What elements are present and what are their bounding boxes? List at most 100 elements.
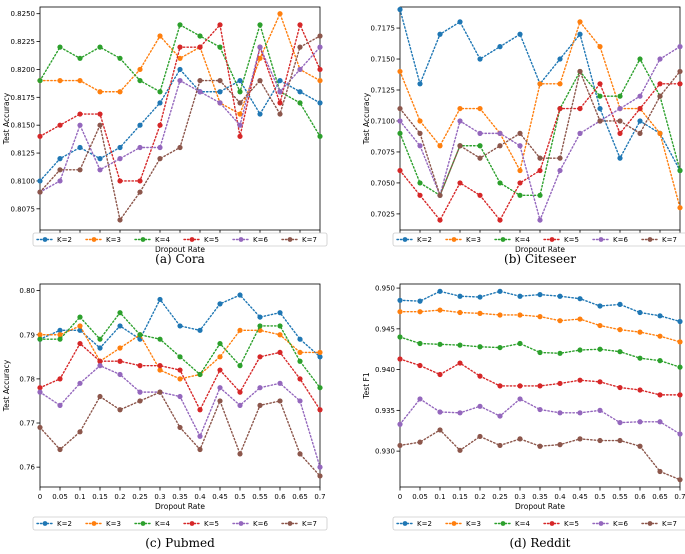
data-point-k5 xyxy=(437,217,443,223)
data-point-k4 xyxy=(597,346,603,352)
data-point-k2 xyxy=(117,144,123,151)
data-point-k6 xyxy=(677,44,683,50)
legend-label-k2: K=2 xyxy=(417,236,432,244)
data-point-k5 xyxy=(257,354,263,360)
x-tick-label: 0.65 xyxy=(292,493,308,501)
legend-marker-k2 xyxy=(402,521,408,526)
legend-marker-k3 xyxy=(91,237,97,242)
legend-marker-k4 xyxy=(140,237,146,242)
data-point-k5 xyxy=(597,379,603,385)
data-point-k4 xyxy=(617,93,623,99)
data-point-k2 xyxy=(117,323,123,329)
data-point-k4 xyxy=(177,354,183,360)
data-point-k2 xyxy=(457,293,463,299)
data-point-k5 xyxy=(197,407,203,413)
data-point-k5 xyxy=(217,367,223,373)
y-tick-label: 0.935 xyxy=(375,407,395,415)
data-point-k5 xyxy=(597,81,603,87)
data-point-k6 xyxy=(297,398,303,404)
legend-marker-k7 xyxy=(647,237,653,242)
x-tick-label: 0.4 xyxy=(194,493,206,501)
data-point-k3 xyxy=(477,105,483,112)
data-point-k6 xyxy=(157,144,163,151)
y-tick-label: 0.7075 xyxy=(371,148,396,156)
data-point-k5 xyxy=(517,383,523,389)
data-point-k2 xyxy=(177,323,183,329)
data-point-k2 xyxy=(557,56,563,62)
data-point-k4 xyxy=(197,371,203,378)
legend-label-k3: K=3 xyxy=(106,520,121,528)
data-point-k5 xyxy=(537,167,543,174)
data-point-k5 xyxy=(417,192,423,198)
legend-label-k7: K=7 xyxy=(302,236,317,244)
data-point-k6 xyxy=(197,89,203,95)
legend-marker-k6 xyxy=(598,237,604,242)
data-point-k5 xyxy=(57,376,63,382)
data-point-k5 xyxy=(617,384,623,391)
data-point-k3 xyxy=(257,55,263,61)
data-point-k4 xyxy=(597,93,603,99)
y-axis-label: Test Accuracy xyxy=(2,359,11,412)
data-point-k5 xyxy=(397,356,403,362)
x-tick-label: 0.4 xyxy=(554,493,566,501)
data-point-k5 xyxy=(97,111,103,117)
data-point-k7 xyxy=(657,468,663,475)
data-point-k4 xyxy=(117,55,123,61)
y-tick-label: 0.80 xyxy=(19,287,35,295)
data-point-k6 xyxy=(77,380,83,386)
x-tick-label: 0.35 xyxy=(532,493,548,501)
data-point-k7 xyxy=(237,451,243,457)
data-point-k3 xyxy=(617,327,623,333)
x-tick-label: 0.05 xyxy=(52,493,68,501)
data-point-k6 xyxy=(557,167,563,174)
data-point-k3 xyxy=(117,89,123,95)
data-point-k3 xyxy=(517,167,523,174)
data-point-k5 xyxy=(117,358,123,364)
legend-marker-k6 xyxy=(598,521,604,526)
legend-label-k6: K=6 xyxy=(613,520,628,528)
data-point-k4 xyxy=(137,332,143,338)
legend-label-k6: K=6 xyxy=(253,520,268,528)
data-point-k7 xyxy=(157,156,163,162)
data-point-k7 xyxy=(597,118,603,124)
data-point-k7 xyxy=(437,427,443,433)
data-point-k7 xyxy=(537,443,543,449)
legend-marker-k3 xyxy=(451,521,457,526)
data-point-k4 xyxy=(37,77,43,84)
data-point-k6 xyxy=(397,118,403,124)
data-point-k4 xyxy=(77,55,83,61)
x-tick-label: 0.45 xyxy=(572,493,588,501)
plot-frame xyxy=(39,6,321,231)
data-point-k4 xyxy=(577,347,583,353)
y-tick-label: 0.8100 xyxy=(11,177,36,185)
data-point-k6 xyxy=(557,410,563,416)
legend-box xyxy=(32,516,328,531)
data-point-k6 xyxy=(537,217,543,223)
data-point-k3 xyxy=(417,118,423,124)
data-point-k6 xyxy=(117,156,123,162)
data-point-k3 xyxy=(657,130,663,136)
data-point-k7 xyxy=(677,477,683,483)
data-point-k3 xyxy=(597,44,603,50)
data-point-k2 xyxy=(277,77,283,84)
data-point-k3 xyxy=(237,111,243,117)
data-point-k5 xyxy=(457,180,463,186)
data-point-k5 xyxy=(117,178,123,184)
y-axis-label: Test F1 xyxy=(362,372,371,399)
data-point-k6 xyxy=(657,419,663,425)
data-point-k3 xyxy=(597,322,603,329)
y-tick-label: 0.77 xyxy=(19,420,35,428)
data-point-k2 xyxy=(97,156,103,162)
data-point-k2 xyxy=(457,19,463,25)
data-point-k3 xyxy=(497,312,503,318)
data-point-k3 xyxy=(317,349,323,356)
y-tick-label: 0.7025 xyxy=(371,210,396,218)
data-point-k6 xyxy=(637,93,643,99)
data-point-k6 xyxy=(177,77,183,84)
data-point-k2 xyxy=(217,301,223,307)
x-axis-label: Dropout Rate xyxy=(515,245,565,254)
data-point-k3 xyxy=(177,55,183,61)
data-point-k2 xyxy=(617,155,623,161)
series-line-k5 xyxy=(399,82,681,222)
